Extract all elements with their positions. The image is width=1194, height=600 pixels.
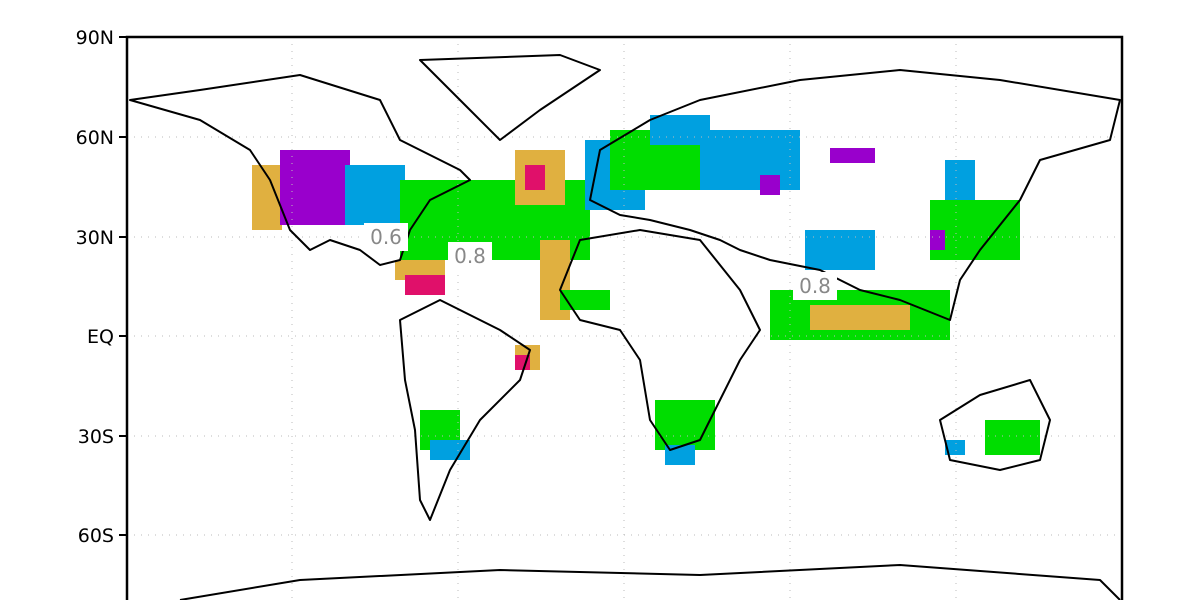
map-frame xyxy=(125,35,1124,600)
lat-axis: 90N 60N 30N EQ 30S 60S xyxy=(76,27,127,547)
contour-label: 0.6 xyxy=(370,225,402,249)
contour-label-box xyxy=(364,223,408,251)
lat-label: 30N xyxy=(76,227,114,249)
lat-label: 60S xyxy=(78,525,114,547)
contour-label: 0.8 xyxy=(454,244,486,268)
lat-label: 30S xyxy=(78,426,114,448)
contour-label-box xyxy=(793,272,837,300)
field-cells xyxy=(252,115,1040,465)
coastlines xyxy=(129,54,1121,600)
lat-label: EQ xyxy=(87,326,114,348)
contour-labels: 0.6 0.8 0.8 xyxy=(364,223,837,300)
lat-label: 90N xyxy=(76,27,114,49)
contour-label: 0.8 xyxy=(799,274,831,298)
contour-label-box xyxy=(448,242,492,270)
graticule xyxy=(127,37,1122,600)
lat-label: 60N xyxy=(76,127,114,149)
